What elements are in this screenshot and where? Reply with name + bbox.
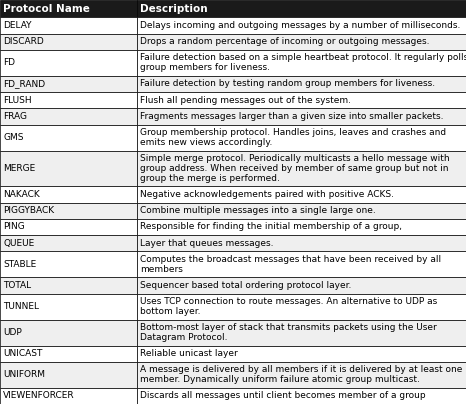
Text: Computes the broadcast messages that have been received by all
members: Computes the broadcast messages that hav…: [140, 255, 442, 274]
Text: Uses TCP connection to route messages. An alternative to UDP as
bottom layer.: Uses TCP connection to route messages. A…: [140, 297, 438, 316]
Bar: [0, 92, 137, 108]
Text: FD: FD: [3, 58, 15, 67]
Bar: [0, 202, 137, 219]
Bar: [137, 202, 466, 219]
Bar: [0, 76, 137, 92]
Text: NAKACK: NAKACK: [3, 190, 40, 199]
Text: PING: PING: [3, 223, 25, 231]
Bar: [0, 235, 137, 251]
Text: VIEWENFORCER: VIEWENFORCER: [3, 391, 75, 400]
Bar: [137, 277, 466, 294]
Bar: [0, 294, 137, 320]
Text: Simple merge protocol. Periodically multicasts a hello message with
group addres: Simple merge protocol. Periodically mult…: [140, 154, 450, 183]
Text: Bottom-most layer of stack that transmits packets using the User
Datagram Protoc: Bottom-most layer of stack that transmit…: [140, 323, 437, 342]
Bar: [137, 108, 466, 124]
Text: Reliable unicast layer: Reliable unicast layer: [140, 349, 238, 358]
Text: DELAY: DELAY: [3, 21, 32, 30]
Bar: [137, 345, 466, 362]
Text: Delays incoming and outgoing messages by a number of milliseconds.: Delays incoming and outgoing messages by…: [140, 21, 461, 30]
Text: Protocol Name: Protocol Name: [3, 4, 90, 14]
Text: STABLE: STABLE: [3, 260, 36, 269]
Text: Responsible for finding the initial membership of a group,: Responsible for finding the initial memb…: [140, 223, 403, 231]
Text: Fragments messages larger than a given size into smaller packets.: Fragments messages larger than a given s…: [140, 112, 444, 121]
Text: QUEUE: QUEUE: [3, 239, 34, 248]
Text: Negative acknowledgements paired with positive ACKS.: Negative acknowledgements paired with po…: [140, 190, 395, 199]
Text: TOTAL: TOTAL: [3, 281, 31, 290]
Text: Description: Description: [140, 4, 208, 14]
Text: PIGGYBACK: PIGGYBACK: [3, 206, 54, 215]
Text: FLUSH: FLUSH: [3, 96, 32, 105]
Bar: [137, 34, 466, 50]
Text: Drops a random percentage of incoming or outgoing messages.: Drops a random percentage of incoming or…: [140, 37, 430, 46]
Bar: [137, 92, 466, 108]
Bar: [137, 50, 466, 76]
Bar: [137, 320, 466, 345]
Bar: [137, 151, 466, 186]
Bar: [137, 124, 466, 151]
Bar: [137, 0, 466, 17]
Text: Flush all pending messages out of the system.: Flush all pending messages out of the sy…: [140, 96, 351, 105]
Text: UNICAST: UNICAST: [3, 349, 42, 358]
Text: Failure detection based on a simple heartbeat protocol. It regularly polls
group: Failure detection based on a simple hear…: [140, 53, 466, 72]
Text: TUNNEL: TUNNEL: [3, 302, 39, 311]
Text: MERGE: MERGE: [3, 164, 35, 173]
Text: FD_RAND: FD_RAND: [3, 80, 45, 88]
Text: FRAG: FRAG: [3, 112, 27, 121]
Bar: [0, 320, 137, 345]
Bar: [0, 0, 137, 17]
Text: Discards all messages until client becomes member of a group: Discards all messages until client becom…: [140, 391, 426, 400]
Text: A message is delivered by all members if it is delivered by at least one
member.: A message is delivered by all members if…: [140, 365, 463, 384]
Bar: [137, 294, 466, 320]
Bar: [137, 76, 466, 92]
Bar: [137, 186, 466, 202]
Text: Layer that queues messages.: Layer that queues messages.: [140, 239, 274, 248]
Text: Group membership protocol. Handles joins, leaves and crashes and
emits new views: Group membership protocol. Handles joins…: [140, 128, 446, 147]
Bar: [0, 17, 137, 34]
Text: Combine multiple messages into a single large one.: Combine multiple messages into a single …: [140, 206, 376, 215]
Bar: [0, 50, 137, 76]
Bar: [0, 345, 137, 362]
Text: GMS: GMS: [3, 133, 23, 142]
Text: DISCARD: DISCARD: [3, 37, 44, 46]
Text: Sequencer based total ordering protocol layer.: Sequencer based total ordering protocol …: [140, 281, 352, 290]
Bar: [137, 388, 466, 404]
Bar: [0, 124, 137, 151]
Text: UNIFORM: UNIFORM: [3, 370, 45, 379]
Bar: [0, 251, 137, 277]
Bar: [0, 34, 137, 50]
Text: UDP: UDP: [3, 328, 22, 337]
Bar: [137, 219, 466, 235]
Bar: [0, 362, 137, 388]
Bar: [0, 186, 137, 202]
Bar: [0, 108, 137, 124]
Bar: [137, 362, 466, 388]
Bar: [137, 17, 466, 34]
Bar: [137, 251, 466, 277]
Bar: [0, 151, 137, 186]
Text: Failure detection by testing random group members for liveness.: Failure detection by testing random grou…: [140, 80, 436, 88]
Bar: [0, 277, 137, 294]
Bar: [0, 388, 137, 404]
Bar: [137, 235, 466, 251]
Bar: [0, 219, 137, 235]
